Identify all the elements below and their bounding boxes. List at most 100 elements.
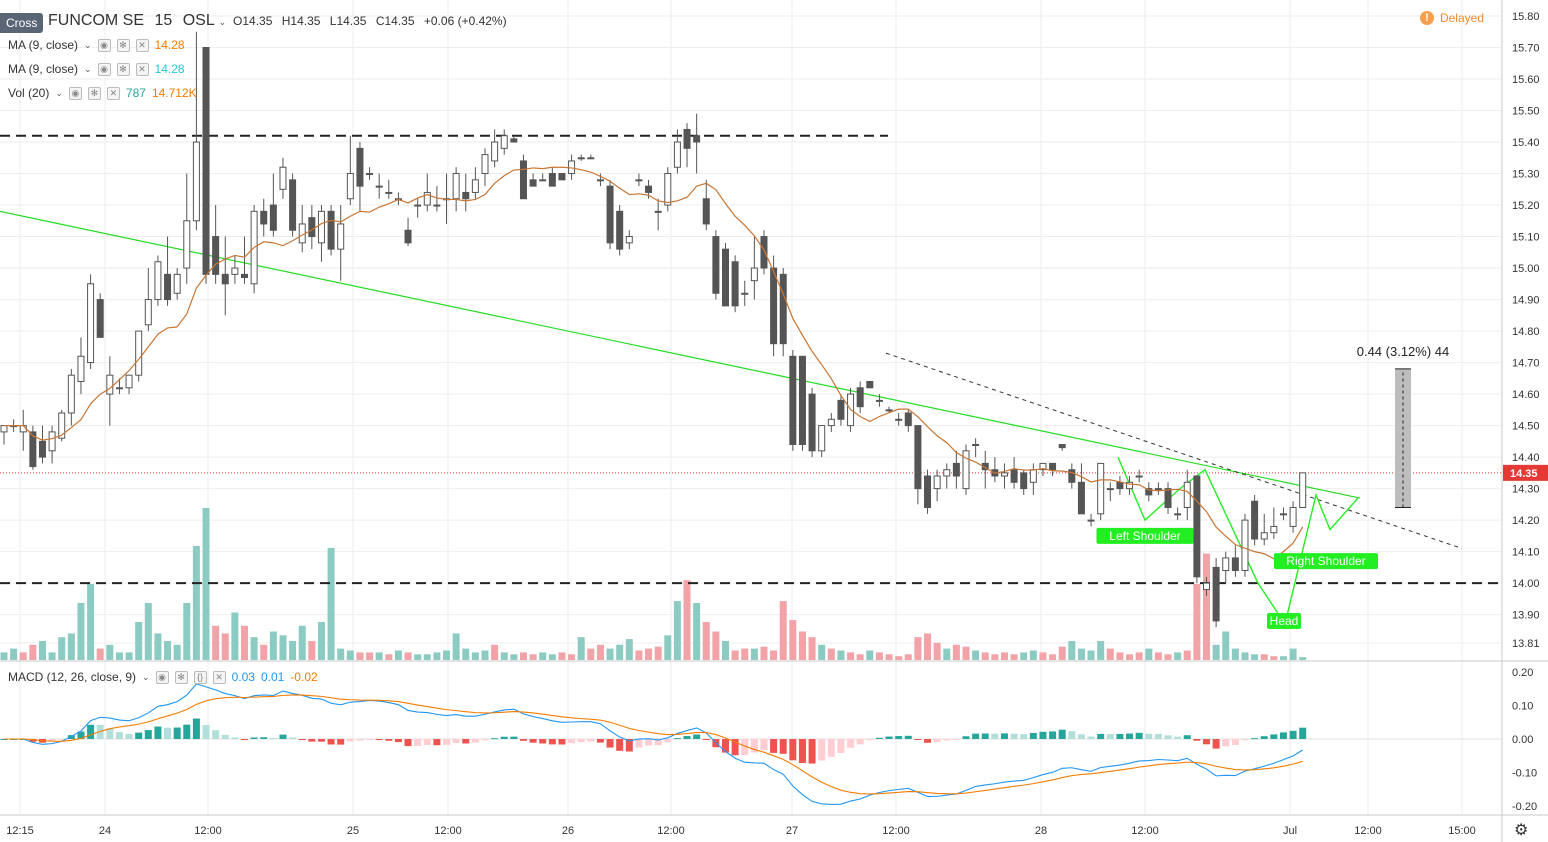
price-tick-label: 15.00 bbox=[1512, 263, 1540, 275]
macd-histogram-bar bbox=[67, 735, 75, 739]
macd-histogram-bar bbox=[77, 731, 85, 739]
symbol-title[interactable]: FUNCOM SE 15 OSL ⌄ bbox=[48, 12, 226, 30]
time-tick-label: 25 bbox=[347, 825, 359, 837]
volume-bar bbox=[67, 633, 75, 660]
macd-histogram-bar bbox=[423, 739, 431, 746]
legend-macd-label: MACD (12, 26, close, 9) bbox=[8, 670, 137, 684]
candle-body bbox=[1251, 500, 1259, 540]
volume-bar bbox=[173, 644, 181, 660]
volume-bar bbox=[423, 654, 431, 660]
volume-bar bbox=[952, 644, 960, 660]
cross-tool-badge[interactable]: Cross bbox=[0, 13, 44, 33]
volume-bar bbox=[760, 646, 768, 660]
macd-histogram-bar bbox=[87, 724, 95, 739]
volume-bar bbox=[106, 644, 114, 660]
eye-icon[interactable]: ◉ bbox=[155, 670, 169, 684]
price-tick-label: 14.70 bbox=[1512, 358, 1540, 370]
interval: 15 bbox=[154, 12, 173, 29]
candle-body bbox=[1164, 488, 1172, 509]
volume-bar bbox=[529, 654, 537, 660]
macd-histogram-bar bbox=[414, 739, 422, 746]
macd-histogram-bar bbox=[212, 730, 220, 739]
volume-bar bbox=[115, 652, 123, 660]
candle-body bbox=[1010, 469, 1018, 483]
macd-histogram-bar bbox=[337, 739, 345, 745]
macd-histogram-bar bbox=[875, 737, 883, 739]
macd-histogram-bar bbox=[924, 739, 932, 743]
volume-bar bbox=[933, 642, 941, 660]
delayed-badge[interactable]: ! Delayed bbox=[1419, 11, 1484, 25]
volume-bar bbox=[981, 652, 989, 660]
macd-histogram-bar bbox=[404, 739, 412, 747]
gear-icon[interactable]: ✻ bbox=[116, 38, 130, 52]
code-icon[interactable]: {} bbox=[193, 670, 207, 684]
candle-body bbox=[1270, 525, 1278, 534]
volume-bar bbox=[1126, 654, 1134, 660]
volume-bar bbox=[606, 648, 614, 660]
price-tick-label: 15.20 bbox=[1512, 200, 1540, 212]
candle-body bbox=[1020, 472, 1028, 490]
candle-body bbox=[77, 355, 85, 382]
price-tick-label: 14.90 bbox=[1512, 295, 1540, 307]
signal-line bbox=[4, 694, 1303, 795]
settings-gear-icon[interactable]: ⚙ bbox=[1514, 822, 1529, 839]
volume-bar bbox=[375, 652, 383, 660]
volume-bar bbox=[1106, 648, 1114, 660]
gear-icon[interactable]: ✻ bbox=[174, 670, 188, 684]
h-label: H bbox=[281, 14, 291, 28]
volume-bar bbox=[1222, 631, 1230, 660]
legend-macd[interactable]: MACD (12, 26, close, 9) ⌄ ◉ ✻ {} ✕ 0.03 … bbox=[8, 670, 318, 684]
eye-icon[interactable]: ◉ bbox=[97, 62, 111, 76]
eye-icon[interactable]: ◉ bbox=[97, 38, 111, 52]
volume-bar bbox=[289, 641, 297, 660]
trend-drawings[interactable]: 0.44 (3.12%) 44 bbox=[0, 210, 1463, 626]
candle-body bbox=[1049, 462, 1057, 471]
macd-tick-label: 0.10 bbox=[1512, 701, 1533, 713]
volume-bar bbox=[770, 650, 778, 660]
close-icon[interactable]: ✕ bbox=[135, 38, 149, 52]
macd-histogram-bar bbox=[96, 724, 104, 739]
time-tick-label: Jul bbox=[1283, 825, 1297, 837]
legend-ma1[interactable]: MA (9, close) ⌄ ◉ ✻ ✕ 14.28 bbox=[8, 38, 185, 52]
macd-histogram-bar bbox=[789, 739, 797, 761]
volume-bar bbox=[972, 650, 980, 660]
macd-histogram-bar bbox=[106, 728, 114, 739]
volume-bar bbox=[577, 637, 585, 660]
price-tick-label: 14.80 bbox=[1512, 326, 1540, 338]
volume-bar bbox=[673, 601, 681, 660]
volume-bar bbox=[587, 648, 595, 660]
legend-vol[interactable]: Vol (20) ⌄ ◉ ✻ ✕ 787 14.712K bbox=[8, 86, 197, 100]
macd-line bbox=[4, 683, 1303, 805]
candle-body bbox=[87, 283, 95, 364]
time-tick-label: 12:00 bbox=[194, 825, 222, 837]
macd-histogram-bar bbox=[702, 739, 710, 740]
close-icon[interactable]: ✕ bbox=[212, 670, 226, 684]
candle-body bbox=[481, 154, 489, 175]
volume-bar bbox=[1260, 654, 1268, 660]
volume-bar bbox=[1212, 644, 1220, 660]
legend-ma2[interactable]: MA (9, close) ⌄ ◉ ✻ ✕ 14.28 bbox=[8, 62, 185, 76]
candle-body bbox=[1097, 462, 1105, 515]
gear-icon[interactable]: ✻ bbox=[116, 62, 130, 76]
macd-histogram-bar bbox=[481, 739, 489, 741]
macd-histogram-bar bbox=[596, 739, 604, 743]
macd-histogram-bar bbox=[471, 739, 479, 743]
macd-histogram-bar bbox=[125, 734, 133, 739]
macd-pane bbox=[0, 683, 1502, 805]
candle-body bbox=[885, 409, 893, 412]
volume-bar bbox=[414, 654, 422, 660]
close-icon[interactable]: ✕ bbox=[135, 62, 149, 76]
candle-body bbox=[1087, 519, 1095, 522]
gear-icon[interactable]: ✻ bbox=[87, 86, 101, 100]
volume-bar bbox=[558, 652, 566, 660]
macd-histogram-bar bbox=[933, 739, 941, 742]
macd-histogram-bar bbox=[510, 736, 518, 739]
eye-icon[interactable]: ◉ bbox=[68, 86, 82, 100]
horizontal-levels[interactable] bbox=[0, 134, 1502, 585]
close-icon[interactable]: ✕ bbox=[106, 86, 120, 100]
head-shoulders-pattern bbox=[1117, 456, 1359, 626]
price-tick-label: 14.10 bbox=[1512, 547, 1540, 559]
volume-bar bbox=[1231, 648, 1239, 660]
